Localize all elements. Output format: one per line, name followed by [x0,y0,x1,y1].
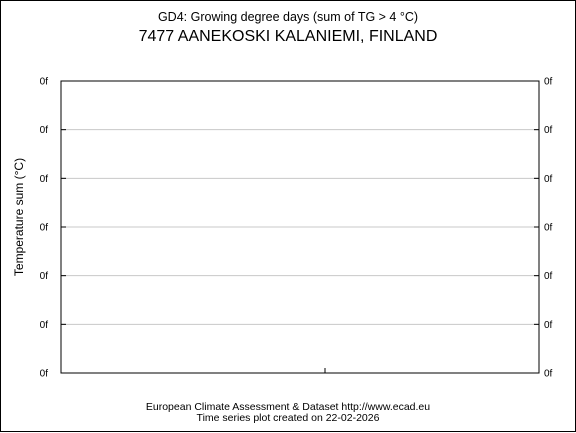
footer-created: Time series plot created on 22-02-2026 [196,412,380,424]
y-tick-label-right: 0f [544,223,553,234]
chart-subtitle: 7477 AANEKOSKI KALANIEMI, FINLAND [138,28,438,45]
y-tick-label-right: 0f [544,369,553,380]
y-tick-label-right: 0f [544,174,553,185]
y-tick-label-left: 0f [40,223,49,234]
y-tick-label-left: 0f [40,271,49,282]
y-tick-label-right: 0f [544,320,553,331]
y-tick-label-right: 0f [544,77,553,88]
chart-title: GD4: Growing degree days (sum of TG > 4 … [157,10,419,24]
y-tick-label-right: 0f [544,271,553,282]
y-tick-label-left: 0f [40,125,49,136]
y-tick-label-left: 0f [40,320,49,331]
y-tick-label-left: 0f [40,77,49,88]
y-tick-label-left: 0f [40,369,49,380]
footer-source: European Climate Assessment & Dataset ht… [145,401,431,413]
y-tick-label-left: 0f [40,174,49,185]
y-tick-label-right: 0f [544,125,553,136]
